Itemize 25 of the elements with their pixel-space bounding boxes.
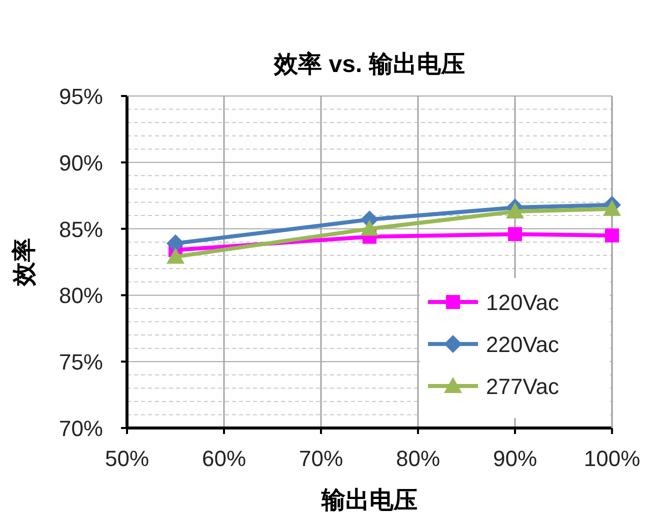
y-tick-label: 90% [58, 150, 103, 176]
y-tick-label: 80% [58, 283, 103, 308]
point [605, 228, 619, 242]
legend-label: 277Vac [486, 374, 559, 399]
y-tick-label: 95% [58, 84, 103, 109]
legend-label: 220Vac [486, 332, 559, 357]
x-tick-label: 80% [396, 446, 440, 471]
point [508, 227, 522, 242]
x-tick-label: 90% [492, 446, 538, 471]
x-axis-title: 输出电压 [320, 487, 418, 514]
legend-label: 120Vac [486, 290, 559, 315]
point [360, 220, 378, 236]
x-tick-label: 70% [298, 446, 344, 471]
point [166, 248, 184, 264]
y-tick-label: 75% [58, 350, 103, 375]
y-tick-label: 70% [58, 416, 103, 441]
y-tick-label: 85% [58, 216, 103, 242]
x-tick-label: 60% [202, 446, 246, 471]
point [506, 202, 524, 219]
chart-title: 效率 vs. 输出电压 [273, 51, 465, 78]
x-tick-label: 50% [104, 446, 150, 471]
point [166, 234, 184, 252]
x-tick-label: 100% [584, 446, 640, 471]
y-axis-title: 效率 [11, 238, 38, 287]
point [603, 200, 621, 216]
